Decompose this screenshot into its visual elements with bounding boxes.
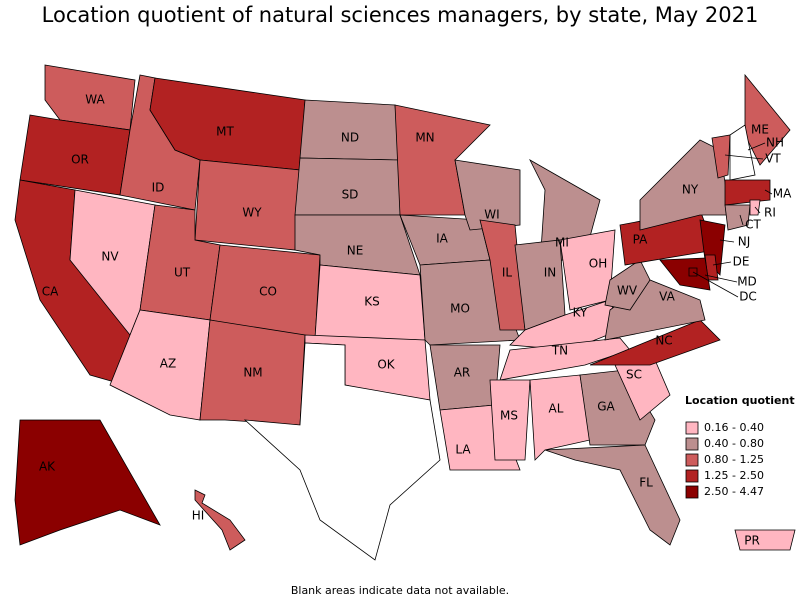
state-label: IL [502, 266, 513, 280]
state-label: NV [101, 250, 119, 264]
state-label: PA [633, 233, 648, 247]
state-label: AZ [160, 357, 176, 371]
state-label: HI [192, 509, 205, 523]
leader-line [747, 142, 766, 151]
leader-line [704, 274, 738, 283]
state-label: NJ [738, 235, 751, 249]
state-label: DE [733, 255, 750, 269]
state-shape [194, 489, 246, 551]
state-label: NH [766, 136, 784, 150]
state-label: DC [739, 290, 757, 304]
state-shape [294, 157, 401, 216]
state-shape [529, 374, 591, 461]
leader-line [719, 239, 735, 243]
state-label: VT [765, 152, 781, 166]
leader-line [692, 271, 739, 298]
state-shape [544, 444, 681, 546]
state-label: NC [655, 334, 672, 348]
leader-line [754, 206, 761, 214]
legend-swatch [685, 421, 699, 435]
state-label: ME [751, 123, 769, 137]
state-label: AR [454, 366, 471, 380]
state-label: AL [549, 402, 564, 416]
state-shape [659, 257, 711, 291]
legend-swatch [685, 453, 699, 467]
state-label: MS [500, 409, 518, 423]
state-label: GA [597, 400, 615, 414]
leader-line [764, 189, 773, 195]
map-title: Location quotient of natural sciences ma… [42, 3, 759, 27]
legend-label: 0.80 - 1.25 [704, 453, 764, 466]
states [14, 64, 796, 561]
state-shape [479, 219, 526, 331]
state-label: MT [216, 125, 234, 139]
state-label: LA [455, 443, 471, 457]
state-label: IN [544, 266, 557, 280]
legend-swatch [685, 485, 699, 499]
state-label: CA [42, 285, 59, 299]
legend-swatch [685, 469, 699, 483]
legend-label: 1.25 - 2.50 [704, 469, 764, 482]
state-shape [724, 204, 751, 231]
state-label: CO [259, 285, 277, 299]
state-label: MN [415, 131, 434, 145]
state-label: KS [364, 295, 380, 309]
state-label: IA [436, 232, 449, 246]
state-label: MD [737, 275, 757, 289]
legend-label: 2.50 - 4.47 [704, 485, 764, 498]
state-shape [589, 319, 721, 366]
state-label: PR [744, 534, 760, 548]
state-label: WV [617, 284, 638, 298]
legend-label: 0.16 - 0.40 [704, 421, 764, 434]
state-label: SD [342, 188, 359, 202]
state-shape [744, 73, 791, 166]
legend-swatch [685, 437, 699, 451]
state-shape [243, 342, 441, 561]
state-shape [14, 419, 161, 546]
state-shape [729, 124, 756, 181]
legend-label: 0.40 - 0.80 [704, 437, 764, 450]
state-label: KY [573, 306, 588, 320]
state-label: ID [152, 181, 165, 195]
footnote: Blank areas indicate data not available. [291, 584, 509, 597]
state-label: OH [589, 257, 607, 271]
state-label: NE [347, 244, 364, 258]
state-shape [724, 179, 771, 206]
state-label: OK [377, 358, 395, 372]
state-label: WY [242, 206, 262, 220]
state-label: UT [174, 266, 191, 280]
legend-title: Location quotient [685, 394, 795, 407]
leader-line [724, 154, 764, 160]
state-shape [734, 529, 796, 551]
state-label: FL [639, 476, 653, 490]
state-shape [489, 379, 531, 461]
state-label: MO [450, 302, 470, 316]
state-label: NY [682, 183, 699, 197]
state-label: NM [243, 366, 262, 380]
state-label: ND [341, 131, 359, 145]
state-shape [711, 134, 731, 179]
state-label: AK [39, 460, 56, 474]
state-label: TN [551, 344, 568, 358]
state-label: WI [484, 208, 499, 222]
leader-line [739, 214, 744, 226]
state-label: SC [626, 368, 642, 382]
state-label: WA [85, 93, 105, 107]
state-label: CT [745, 218, 761, 232]
leader-line [712, 261, 732, 266]
state-label: VA [659, 290, 675, 304]
state-label: RI [764, 206, 776, 220]
state-label: OR [71, 153, 89, 167]
state-label: MA [773, 187, 792, 201]
state-label: MI [555, 236, 569, 250]
